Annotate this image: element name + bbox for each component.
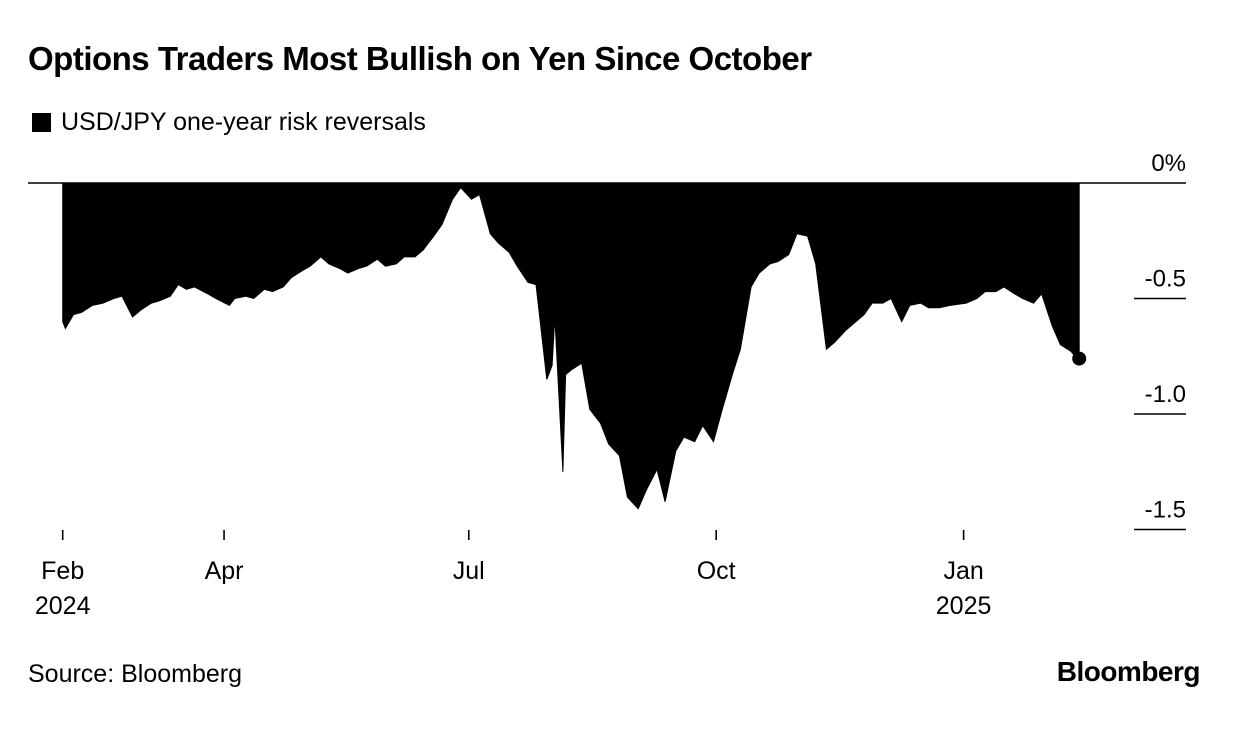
y-tick-label: 0% xyxy=(1151,150,1186,177)
source-note: Source: Bloomberg xyxy=(28,660,243,688)
series-area xyxy=(62,182,1080,510)
legend: USD/JPY one-year risk reversals xyxy=(32,108,426,137)
x-tick-label: Feb xyxy=(41,557,84,585)
last-value-marker xyxy=(1072,351,1087,366)
series-layer xyxy=(62,182,1087,510)
y-tick-label: -0.5 xyxy=(1145,266,1186,293)
x-tick-year-label: 2024 xyxy=(35,592,91,620)
y-axis-tick-labels: 0% -0.5 -1.0 -1.5 xyxy=(1145,150,1186,524)
x-tick-label: Apr xyxy=(205,557,244,585)
x-tick-label: Jan xyxy=(943,557,983,585)
legend-swatch xyxy=(32,113,51,132)
x-tick-label: Jul xyxy=(453,557,485,585)
chart-title: Options Traders Most Bullish on Yen Sinc… xyxy=(28,40,812,77)
y-tick-label: -1.0 xyxy=(1145,381,1186,408)
y-tick-label: -1.5 xyxy=(1145,497,1186,524)
x-axis: Feb 2024 Apr Jul Oct Jan 2025 xyxy=(35,530,992,620)
x-tick-year-label: 2025 xyxy=(936,592,992,620)
x-tick-label: Oct xyxy=(697,557,736,585)
bloomberg-logo: Bloomberg xyxy=(1056,656,1201,687)
y-axis-gridlines xyxy=(28,182,1186,531)
legend-label: USD/JPY one-year risk reversals xyxy=(61,108,426,136)
